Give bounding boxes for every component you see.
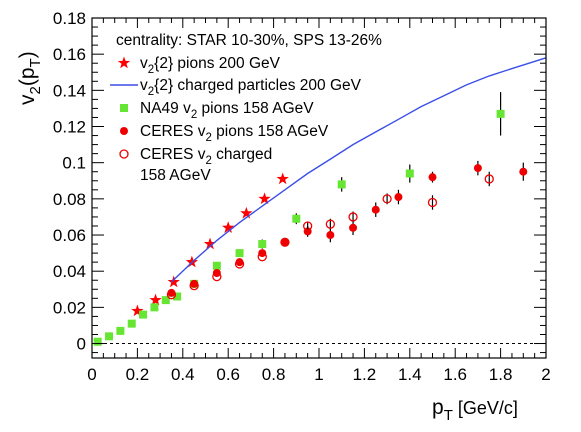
legend-marker-0	[117, 56, 131, 69]
series-2-point-14	[405, 169, 414, 178]
series-0-point-7	[258, 192, 271, 205]
y-tick-label-3: 0.06	[53, 226, 86, 245]
series-0-point-3	[185, 255, 199, 268]
series-2-point-13	[337, 180, 346, 189]
series-2-point-7	[173, 292, 182, 301]
series-3-point-11	[428, 173, 437, 182]
y-axis-title-c: )	[16, 51, 39, 58]
series-0-point-6	[240, 206, 253, 219]
series-4-point-1	[189, 281, 199, 291]
axes: 0 0.2 0.4 0.6 0.8 1 1.2 1.4 1.6 1.8 2 0 0.02 0.04 0.06…	[53, 9, 551, 384]
series-3-point-12	[473, 164, 482, 173]
legend-label-2: NA49 v2 pions 158 AGeV	[140, 100, 314, 121]
legend-label-1: v2{2} charged particles 200 GeV	[140, 77, 362, 98]
x-axis-title-main: p	[432, 396, 444, 419]
y-tick-label-7: 0.14	[53, 81, 86, 100]
legend-label-3: CERES v2 pions 158 AGeV	[140, 123, 329, 144]
series-4-point-5	[280, 237, 290, 247]
y-tick-label-0: 0	[77, 335, 86, 354]
legend-marker-4	[119, 149, 129, 159]
series-0-point-1	[149, 293, 162, 306]
legend-label-4-line2: 158 AGeV	[140, 167, 211, 184]
series-2-point-3	[127, 319, 136, 328]
legend-marker-2	[120, 104, 128, 112]
series-0-point-0	[131, 304, 144, 317]
y-tick-label-9: 0.18	[53, 9, 86, 28]
x-tick-label-6: 1.2	[353, 365, 377, 384]
series-2-point-5	[150, 303, 159, 312]
series-2-point-6	[161, 296, 170, 305]
series-4-point-7	[325, 219, 336, 229]
series-2-point-9	[212, 261, 221, 270]
series-2-point-10	[235, 249, 244, 258]
y-tick-label-1: 0.02	[53, 298, 86, 317]
series-4-point-4	[257, 252, 267, 262]
y-tick-label-6: 0.12	[53, 118, 86, 137]
x-tick-label-0: 0	[87, 365, 96, 384]
x-tick-label-10: 2	[541, 365, 550, 384]
series-2-point-15	[496, 109, 505, 118]
x-tick-label-4: 0.8	[262, 365, 286, 384]
series-0-point-2	[167, 275, 180, 288]
y-tick-label-4: 0.08	[53, 190, 86, 209]
x-tick-label-3: 0.6	[216, 365, 240, 384]
series-3-point-9	[371, 205, 380, 214]
x-axis-title: pT [GeV/c]	[432, 396, 518, 424]
y-axis-title: v2(pT)	[16, 51, 44, 105]
series-4-point-3	[234, 259, 245, 269]
series-2-point-0	[93, 337, 102, 346]
series-0-point-8	[276, 172, 289, 185]
x-axis-title-unit: [GeV/c]	[453, 398, 518, 418]
legend: centrality: STAR 10-30%, SPS 13-26% v2{2}…	[110, 32, 382, 184]
x-tick-label-7: 1.4	[398, 365, 422, 384]
series-3-point-7	[326, 231, 335, 240]
legend-label-0: v2{2} pions 200 GeV	[140, 55, 281, 76]
y-axis-title-a-sub: 2	[27, 86, 44, 94]
y-tick-label-5: 0.1	[62, 154, 86, 173]
y-axis-title-a: v	[16, 94, 39, 105]
series-0-point-4	[203, 237, 217, 250]
y-tick-label-2: 0.04	[53, 262, 86, 281]
y-axis-title-b: (p	[16, 67, 39, 86]
series-4-point-2	[212, 271, 222, 282]
series-2-point-2	[116, 326, 125, 335]
series-4-point-10	[427, 197, 438, 208]
series-2-point-12	[292, 214, 301, 223]
series-4-point-8	[348, 212, 358, 222]
y-axis-title-b-sub: T	[27, 58, 44, 67]
legend-label-4: CERES v2 charged	[140, 146, 272, 167]
series-1-line	[170, 57, 547, 283]
series-0-point-5	[222, 221, 235, 234]
series-4-point-0	[166, 290, 177, 300]
legend-header: centrality: STAR 10-30%, SPS 13-26%	[116, 32, 382, 49]
x-tick-label-9: 1.8	[489, 365, 513, 384]
series-2-point-1	[105, 332, 114, 341]
series-3-point-5	[280, 238, 289, 247]
x-tick-label-5: 1	[314, 365, 323, 384]
series-3-point-8	[349, 223, 358, 232]
y-tick-label-8: 0.16	[53, 45, 86, 64]
legend-marker-3	[120, 127, 128, 135]
series-2-point-4	[139, 310, 148, 319]
plot-area	[92, 57, 547, 346]
x-tick-label-8: 1.6	[443, 365, 467, 384]
series-4-point-6	[302, 221, 313, 231]
series-2-point-11	[258, 240, 267, 249]
series-4-point-9	[382, 194, 392, 204]
series-4-point-11	[484, 174, 494, 184]
series-3-point-10	[394, 193, 403, 202]
series-3-point-13	[519, 167, 528, 176]
x-tick-label-1: 0.2	[126, 365, 150, 384]
x-tick-label-2: 0.4	[171, 365, 195, 384]
x-axis-title-sub: T	[444, 407, 453, 424]
